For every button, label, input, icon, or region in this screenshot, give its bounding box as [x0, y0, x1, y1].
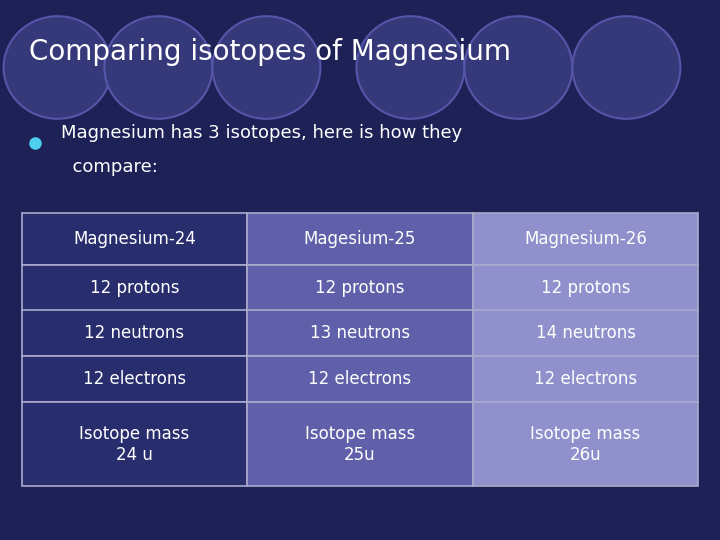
Bar	[247, 213, 473, 265]
Text: Magnesium-24: Magnesium-24	[73, 230, 196, 248]
Bar	[473, 213, 698, 265]
Text: Isotope mass
24 u: Isotope mass 24 u	[79, 425, 189, 463]
Bar	[22, 356, 247, 402]
Text: Isotope mass
26u: Isotope mass 26u	[531, 425, 641, 463]
Text: Magesium-25: Magesium-25	[304, 230, 416, 248]
Ellipse shape	[572, 16, 680, 119]
Bar	[22, 310, 247, 356]
Text: Comparing isotopes of Magnesium: Comparing isotopes of Magnesium	[29, 38, 510, 66]
Text: Isotope mass
25u: Isotope mass 25u	[305, 425, 415, 463]
Bar	[247, 356, 473, 402]
Ellipse shape	[4, 16, 112, 119]
Bar	[473, 356, 698, 402]
Text: 12 protons: 12 protons	[315, 279, 405, 296]
Ellipse shape	[356, 16, 464, 119]
Text: 12 electrons: 12 electrons	[308, 370, 412, 388]
Text: 13 neutrons: 13 neutrons	[310, 325, 410, 342]
Text: 12 neutrons: 12 neutrons	[84, 325, 184, 342]
Text: Magnesium-26: Magnesium-26	[524, 230, 647, 248]
Text: 12 protons: 12 protons	[541, 279, 630, 296]
Text: 12 protons: 12 protons	[90, 279, 179, 296]
Bar	[473, 265, 698, 310]
Bar	[22, 265, 247, 310]
Text: compare:: compare:	[61, 158, 158, 177]
Text: Magnesium has 3 isotopes, here is how they: Magnesium has 3 isotopes, here is how th…	[61, 124, 462, 143]
Ellipse shape	[212, 16, 320, 119]
Bar	[473, 310, 698, 356]
Text: 14 neutrons: 14 neutrons	[536, 325, 636, 342]
Text: 12 electrons: 12 electrons	[83, 370, 186, 388]
Text: 12 electrons: 12 electrons	[534, 370, 637, 388]
Bar	[22, 402, 247, 486]
Bar	[247, 402, 473, 486]
Ellipse shape	[104, 16, 212, 119]
Bar	[473, 402, 698, 486]
Bar	[247, 310, 473, 356]
Ellipse shape	[464, 16, 572, 119]
Bar	[247, 265, 473, 310]
Bar	[22, 213, 247, 265]
